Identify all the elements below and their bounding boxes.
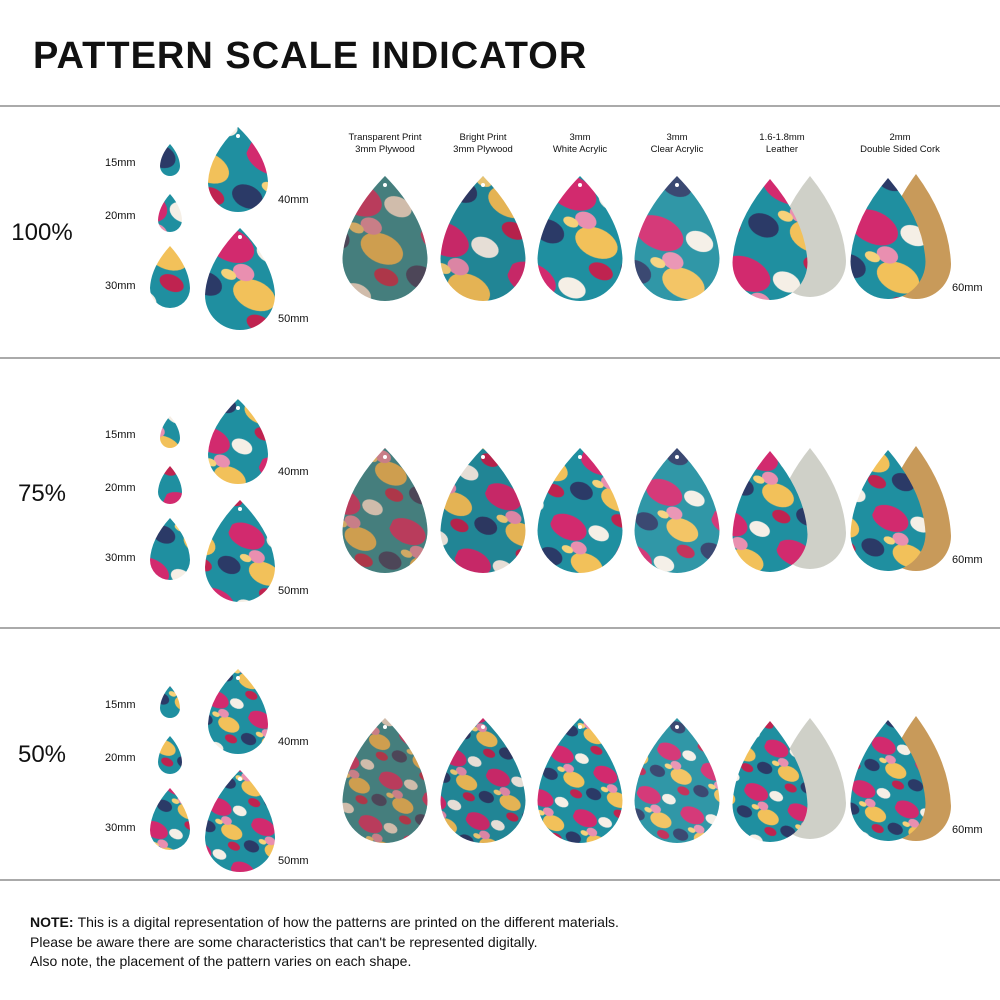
- scale-label: 100%: [11, 219, 72, 246]
- material-sample: [732, 179, 808, 300]
- material-name: Double Sided Cork: [860, 144, 940, 155]
- material-name: 3mm: [569, 132, 590, 143]
- material-sample: [440, 176, 526, 301]
- size-label: 60mm: [952, 554, 983, 566]
- pattern-sample: [158, 466, 182, 504]
- note-label: NOTE:: [30, 914, 74, 930]
- pattern-sample: [205, 770, 275, 872]
- pattern-sample: [150, 788, 190, 850]
- material-sample: [732, 721, 808, 842]
- material-name: 1.6-1.8mm: [759, 132, 804, 143]
- material-sample: [440, 448, 526, 573]
- material-sample: [850, 720, 926, 841]
- size-label: 40mm: [278, 466, 309, 478]
- scale-label: 75%: [18, 480, 66, 507]
- pattern-sample: [158, 736, 182, 774]
- size-label: 60mm: [952, 824, 983, 836]
- size-label: 50mm: [278, 585, 309, 597]
- size-label: 20mm: [105, 210, 136, 222]
- size-label: 50mm: [278, 313, 309, 325]
- material-sample: [342, 718, 428, 843]
- material-name: Transparent Print: [348, 132, 421, 143]
- material-name: 2mm: [889, 132, 910, 143]
- size-label: 60mm: [952, 282, 983, 294]
- size-label: 30mm: [105, 822, 136, 834]
- size-label: 20mm: [105, 482, 136, 494]
- material-name: Clear Acrylic: [651, 144, 704, 155]
- size-label: 40mm: [278, 736, 309, 748]
- size-label: 50mm: [278, 855, 309, 867]
- pattern-sample: [208, 669, 268, 754]
- pattern-sample: [150, 246, 190, 308]
- material-name: 3mm Plywood: [453, 144, 513, 155]
- material-name: 3mm Plywood: [355, 144, 415, 155]
- size-label: 15mm: [105, 699, 136, 711]
- material-sample: [440, 718, 526, 843]
- material-sample: [537, 448, 623, 573]
- pattern-sample: [205, 500, 275, 602]
- pattern-sample: [208, 127, 268, 212]
- pattern-sample: [160, 686, 180, 718]
- material-name: 3mm: [666, 132, 687, 143]
- size-label: 15mm: [105, 429, 136, 441]
- material-sample: [537, 718, 623, 843]
- pattern-sample: [205, 228, 275, 330]
- page-title: PATTERN SCALE INDICATOR: [33, 35, 587, 77]
- size-label: 15mm: [105, 157, 136, 169]
- note: NOTE: This is a digital representation of…: [30, 914, 619, 930]
- material-sample: [342, 448, 428, 573]
- pattern-sample: [158, 194, 182, 232]
- size-label: 30mm: [105, 552, 136, 564]
- material-name: Leather: [766, 144, 798, 155]
- pattern-sample: [160, 416, 180, 448]
- scale-label: 50%: [18, 741, 66, 768]
- material-sample: [732, 451, 808, 572]
- material-name: Bright Print: [460, 132, 507, 143]
- material-sample: [342, 176, 428, 301]
- material-sample: [634, 448, 720, 573]
- material-sample: [537, 176, 623, 301]
- pattern-sample: [208, 399, 268, 484]
- size-label: 40mm: [278, 194, 309, 206]
- material-name: White Acrylic: [553, 144, 608, 155]
- material-sample: [634, 176, 720, 301]
- material-sample: [850, 450, 926, 571]
- note-line: This is a digital representation of how …: [78, 914, 619, 930]
- pattern-sample: [160, 144, 180, 176]
- note-line: Also note, the placement of the pattern …: [30, 953, 411, 969]
- size-label: 20mm: [105, 752, 136, 764]
- material-sample: [850, 178, 926, 299]
- material-sample: [634, 718, 720, 843]
- note-line: Please be aware there are some character…: [30, 934, 537, 950]
- size-label: 30mm: [105, 280, 136, 292]
- pattern-sample: [150, 518, 190, 580]
